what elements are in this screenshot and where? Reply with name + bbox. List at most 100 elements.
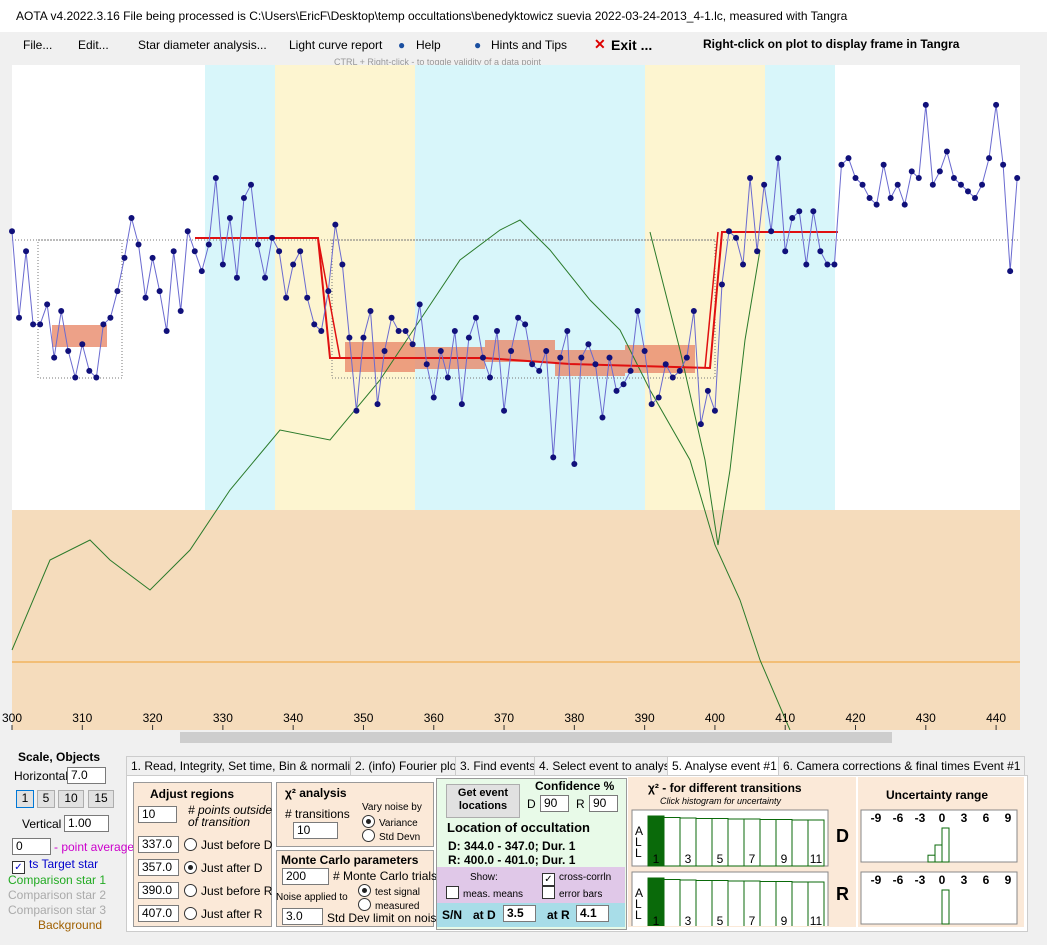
region	[415, 65, 575, 510]
label: Location of occultation	[447, 820, 590, 835]
unc-bar	[941, 889, 950, 925]
hist-bar	[807, 881, 825, 926]
data-point	[465, 334, 472, 341]
radio[interactable]: Std Devn	[362, 829, 420, 843]
data-point	[887, 195, 894, 201]
tab[interactable]: 1. Read, Integrity, Set time, Bin & norm…	[126, 756, 368, 775]
data-point	[58, 308, 65, 315]
input[interactable]: 90	[540, 795, 569, 812]
menu-item[interactable]: Help	[416, 38, 441, 52]
radio[interactable]: Just before D	[184, 838, 272, 852]
menu-item[interactable]: Edit...	[78, 38, 109, 52]
data-point	[494, 328, 501, 334]
button[interactable]: 1	[16, 790, 34, 808]
object[interactable]: Background	[38, 918, 103, 932]
object[interactable]: Comparison star 2	[8, 888, 107, 902]
unc-bar	[941, 827, 950, 863]
data-point	[149, 254, 156, 261]
data-point	[276, 248, 283, 255]
radio[interactable]: Just before R	[184, 884, 272, 898]
radio-label: Just after R	[201, 907, 263, 921]
data-point	[233, 274, 240, 281]
menu-item[interactable]: Star diameter analysis...	[138, 38, 267, 52]
menu-item[interactable]: File...	[23, 38, 53, 52]
data-point	[915, 175, 922, 182]
object[interactable]: ✓ ts Target star	[12, 857, 98, 874]
data-point	[585, 341, 592, 348]
button[interactable]: Get event locations	[446, 784, 520, 818]
data-point	[599, 414, 606, 421]
radio[interactable]: measured	[358, 898, 419, 912]
data-point	[803, 261, 810, 268]
data-point	[817, 248, 824, 255]
data-point	[929, 181, 936, 188]
menu-note: Right-click on plot to display frame in …	[703, 37, 960, 51]
tab[interactable]: 6. Camera corrections & final times Even…	[778, 756, 1026, 775]
scroll-thumb[interactable]	[180, 732, 892, 743]
data-point	[304, 294, 311, 301]
menu-item[interactable]: Hints and Tips	[491, 38, 568, 52]
hist-bar	[791, 819, 809, 867]
input[interactable]: 200	[282, 868, 329, 885]
input[interactable]: 10	[293, 822, 338, 839]
hist-bar	[727, 818, 745, 867]
radio[interactable]: test signal	[358, 884, 420, 898]
menu-item[interactable]: Light curve report	[289, 38, 383, 52]
input[interactable]: 337.0	[138, 836, 179, 853]
dropdown[interactable]: 0	[12, 838, 51, 855]
unc-tick: -6	[893, 873, 904, 887]
object[interactable]: Comparison star 3	[8, 903, 107, 917]
data-point	[472, 314, 479, 321]
data-point	[943, 148, 950, 155]
mean-block	[625, 345, 695, 373]
hist-label: 3	[685, 914, 692, 926]
object[interactable]: Comparison star 1	[8, 873, 107, 887]
tab[interactable]: 4. Select event to analyse	[534, 756, 682, 775]
radio[interactable]: Just after D	[184, 861, 262, 875]
data-point	[718, 281, 725, 288]
result: D: 344.0 - 347.0; Dur. 1	[448, 839, 576, 853]
unc-tick: -9	[871, 873, 882, 887]
radio[interactable]: Variance	[362, 815, 418, 829]
checkbox[interactable]: error bars	[542, 886, 602, 900]
button[interactable]: 15	[88, 790, 114, 808]
data-point	[578, 354, 585, 361]
tab[interactable]: 5. Analyse event #1	[667, 756, 782, 775]
unc-tick: 0	[939, 873, 946, 887]
data-point	[458, 401, 465, 408]
button[interactable]: 5	[37, 790, 55, 808]
input[interactable]: 10	[138, 806, 177, 823]
unc-bar	[927, 854, 936, 863]
tab[interactable]: 2. (info) Fourier plot	[350, 756, 465, 775]
menu-item[interactable]: Exit ...	[611, 37, 653, 53]
data-point	[979, 181, 986, 188]
input[interactable]: 90	[589, 795, 618, 812]
data-point	[515, 314, 522, 321]
checkbox[interactable]: meas. means	[446, 886, 523, 900]
button[interactable]: 10	[58, 790, 84, 808]
light-curve-plot[interactable]: 300 310 320 330 340 350 360 370 380 390 400 410 420 4…	[0, 65, 1047, 745]
data-point	[93, 374, 100, 381]
unc-tick: 3	[961, 873, 968, 887]
tab[interactable]: 3. Find events	[455, 756, 541, 775]
input[interactable]: 390.0	[138, 882, 179, 899]
input[interactable]: 3.0	[282, 908, 323, 925]
input[interactable]: 1.00	[64, 815, 109, 832]
label: S/N	[442, 908, 463, 922]
radio[interactable]: Just after R	[184, 907, 262, 921]
data-point	[950, 175, 957, 182]
data-point	[501, 407, 508, 414]
input[interactable]: 407.0	[138, 905, 179, 922]
input[interactable]: 7.0	[67, 767, 106, 784]
light-curve	[11, 104, 1018, 465]
data-point	[662, 361, 669, 368]
data-point	[536, 367, 543, 374]
x-tick-label: 320	[143, 711, 163, 725]
checkbox[interactable]: ✓ cross-corrln	[542, 872, 611, 886]
mean-block	[52, 325, 107, 347]
input[interactable]: 357.0	[138, 859, 179, 876]
label: - point average	[54, 840, 135, 854]
data-point	[838, 161, 845, 168]
